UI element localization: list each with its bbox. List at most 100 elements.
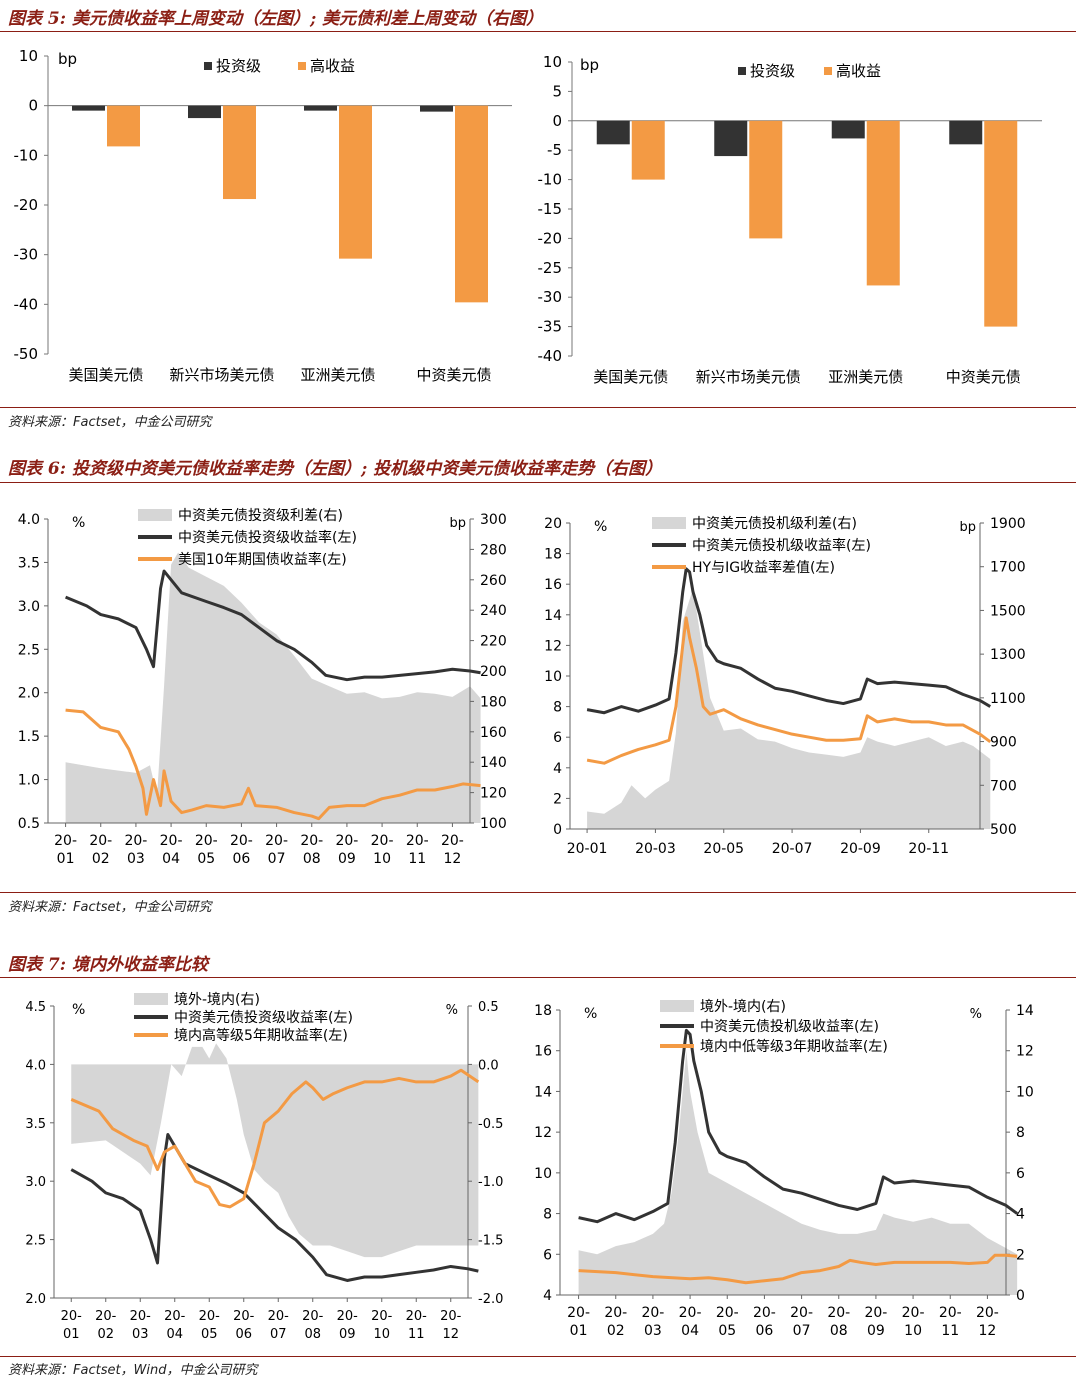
y-tick-label: 0 (28, 97, 38, 115)
left-tick-label: 16 (534, 1044, 552, 1060)
y-unit-label: bp (580, 56, 599, 74)
bar-high-yield (984, 120, 1018, 327)
right-tick-label: 500 (990, 822, 1017, 838)
left-tick-label: 3.5 (25, 1117, 46, 1132)
x-tick-label: 05 (197, 851, 215, 867)
x-tick-label: 08 (303, 851, 321, 867)
x-tick-label: 20- (902, 1305, 925, 1321)
left-tick-label: 3.0 (18, 599, 40, 615)
chart-fig7-right: 18 16 14 12 10 8 6 4 14 12 10 8 6 4 2 0% % 20- 01 20- 02 20- 0… (534, 999, 1034, 1339)
figure-6-title: 图表 6: 投资级中资美元债收益率走势（左图）; 投机级中资美元债收益率走势（右… (8, 459, 663, 479)
left-tick-label: 3.5 (18, 555, 40, 571)
legend-label: 中资美元债投机级收益率(左) (700, 1018, 879, 1035)
x-tick-label: 02 (97, 1327, 114, 1342)
divider (0, 892, 1076, 893)
legend-label: 中资美元债投资级收益率(左) (178, 529, 357, 546)
right-tick-label: 240 (480, 603, 507, 619)
left-tick-label: 8 (553, 700, 562, 716)
x-tick-label: 07 (270, 1327, 287, 1342)
left-tick-label: 0 (553, 822, 562, 838)
bar-investment-grade (188, 105, 221, 119)
left-tick-label: 4 (543, 1288, 552, 1304)
right-unit-label: % (446, 1003, 458, 1018)
bar-investment-grade (714, 120, 748, 157)
left-tick-label: 2.5 (18, 642, 40, 658)
x-tick-label: 20- (716, 1305, 739, 1321)
legend-label: 高收益 (310, 57, 355, 75)
x-tick-label: 09 (867, 1323, 885, 1339)
x-tick-label: 04 (166, 1327, 183, 1342)
left-tick-label: 14 (534, 1084, 552, 1100)
x-tick-label: 20- (440, 1309, 462, 1324)
x-tick-label: 01 (570, 1323, 588, 1339)
right-tick-label: -0.5 (478, 1117, 503, 1132)
x-tick-label: 20- (130, 1309, 152, 1324)
y-tick-label: -20 (538, 229, 563, 247)
series-line-1 (65, 569, 481, 682)
x-tick-label: 20-09 (840, 841, 881, 857)
left-tick-label: 2.5 (25, 1234, 46, 1249)
x-tick-label: 02 (92, 851, 110, 867)
legend-swatch (134, 993, 168, 1005)
x-tick-label: 20- (95, 1309, 117, 1324)
bar-high-yield (455, 105, 488, 303)
x-tick-label: 12 (979, 1323, 997, 1339)
right-tick-label: 120 (480, 786, 507, 802)
legend-label: 中资美元债投资级利差(右) (178, 508, 343, 524)
legend-label: 美国10年期国债收益率(左) (178, 551, 347, 568)
x-category-label: 中资美元债 (416, 366, 491, 384)
y-tick-label: -30 (14, 246, 39, 264)
x-tick-label: 20- (164, 1309, 186, 1324)
y-tick-label: -5 (547, 141, 562, 159)
legend-swatch (738, 67, 746, 75)
x-tick-label: 20- (976, 1305, 999, 1321)
x-tick-label: 20- (61, 1309, 83, 1324)
right-tick-label: 200 (480, 664, 507, 680)
x-tick-label: 20- (604, 1305, 627, 1321)
series-area-0 (578, 1050, 1018, 1295)
legend-label: 中资美元债投机级利差(右) (692, 516, 857, 532)
right-tick-label: 220 (480, 634, 507, 650)
right-tick-label: 2 (1016, 1247, 1025, 1263)
right-tick-label: -1.0 (478, 1175, 503, 1190)
x-tick-label: 10 (373, 1327, 390, 1342)
x-tick-label: 20- (679, 1305, 702, 1321)
figure-5-source: 资料来源：Factset，中金公司研究 (8, 415, 212, 430)
right-tick-label: 300 (480, 512, 507, 528)
x-tick-label: 07 (793, 1323, 811, 1339)
divider (0, 407, 1076, 408)
y-tick-label: -40 (538, 347, 563, 365)
y-tick-label: 10 (543, 53, 562, 71)
bar-investment-grade (831, 120, 865, 139)
x-tick-label: 20- (864, 1305, 887, 1321)
x-tick-label: 12 (442, 1327, 459, 1342)
left-tick-label: 10 (544, 669, 562, 685)
right-tick-label: 1900 (990, 516, 1026, 532)
x-tick-label: 09 (339, 1327, 356, 1342)
right-tick-label: 900 (990, 735, 1017, 751)
left-tick-label: 4.0 (18, 512, 40, 528)
y-tick-label: -25 (538, 259, 563, 277)
y-tick-label: -50 (14, 345, 39, 363)
bar-high-yield (339, 105, 372, 259)
figure-5-title: 图表 5: 美元债收益率上周变动（左图）; 美元债利差上周变动（右图） (8, 9, 544, 29)
x-tick-label: 20- (54, 833, 77, 849)
left-tick-label: 2 (553, 791, 562, 807)
y-tick-label: -15 (538, 200, 563, 218)
right-tick-label: 100 (480, 816, 507, 832)
x-tick-label: 20- (641, 1305, 664, 1321)
x-tick-label: 03 (127, 851, 145, 867)
series-line-2 (578, 1253, 1018, 1285)
right-tick-label: 1700 (990, 560, 1026, 576)
x-tick-label: 20- (302, 1309, 324, 1324)
x-tick-label: 20- (265, 833, 288, 849)
bar-investment-grade (596, 120, 630, 145)
right-tick-label: 4 (1016, 1207, 1025, 1223)
divider (0, 31, 1076, 32)
legend-label: HY与IG收益率差值(左) (692, 559, 835, 576)
x-tick-label: 11 (941, 1323, 959, 1339)
series-area-0 (71, 1043, 479, 1258)
x-tick-label: 20- (233, 1309, 255, 1324)
left-tick-label: 18 (544, 547, 562, 563)
x-category-label: 亚洲美元债 (828, 368, 903, 386)
